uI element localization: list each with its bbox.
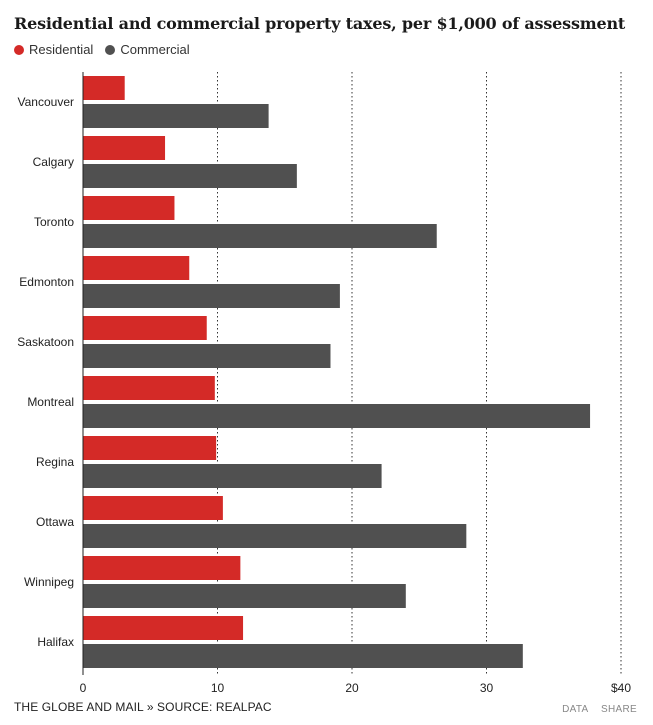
legend: Residential Commercial: [14, 42, 202, 57]
bar-commercial: [83, 524, 467, 548]
legend-item-commercial: Commercial: [105, 42, 190, 57]
category-label: Calgary: [33, 155, 74, 169]
category-label: Montreal: [27, 395, 74, 409]
category-label: Vancouver: [18, 95, 74, 109]
bar-commercial: [83, 164, 297, 188]
bar-residential: [83, 316, 207, 340]
category-label: Halifax: [37, 635, 74, 649]
x-tick-label: 10: [211, 681, 225, 695]
bar-commercial: [83, 404, 591, 428]
footer-links: DATA SHARE: [552, 704, 637, 715]
source-credit: THE GLOBE AND MAIL » SOURCE: REALPAC: [14, 700, 272, 714]
legend-label-commercial: Commercial: [120, 42, 190, 57]
category-label: Edmonton: [19, 275, 74, 289]
bar-commercial: [83, 584, 406, 608]
bar-commercial: [83, 344, 331, 368]
bar-residential: [83, 196, 175, 220]
bar-residential: [83, 76, 125, 100]
bar-residential: [83, 256, 190, 280]
bar-residential: [83, 376, 215, 400]
legend-swatch-residential: [14, 44, 24, 55]
bar-residential: [83, 496, 223, 520]
bar-residential: [83, 136, 166, 160]
x-tick-label: $40: [611, 681, 631, 695]
bar-commercial: [83, 644, 523, 668]
bar-residential: [83, 436, 217, 460]
bar-residential: [83, 556, 241, 580]
bar-commercial: [83, 104, 269, 128]
data-link[interactable]: DATA: [562, 704, 588, 715]
x-tick-label: 30: [480, 681, 494, 695]
category-label: Regina: [36, 455, 74, 469]
category-label: Toronto: [34, 215, 74, 229]
bar-commercial: [83, 464, 382, 488]
category-label: Winnipeg: [24, 575, 74, 589]
share-link[interactable]: SHARE: [601, 704, 637, 715]
x-tick-label: 20: [345, 681, 359, 695]
x-tick-label: 0: [80, 681, 87, 695]
bar-residential: [83, 616, 244, 640]
legend-swatch-commercial: [105, 44, 116, 55]
category-label: Saskatoon: [17, 335, 74, 349]
bar-commercial: [83, 284, 340, 308]
legend-label-residential: Residential: [29, 42, 94, 57]
chart-title: Residential and commercial property taxe…: [14, 14, 626, 33]
category-label: Ottawa: [36, 515, 74, 529]
bar-chart: 0 10 20 30 $40 Vancouver Calgary Toronto Edmonto…: [17, 72, 631, 695]
legend-item-residential: Residential: [14, 42, 93, 57]
bar-commercial: [83, 224, 437, 248]
